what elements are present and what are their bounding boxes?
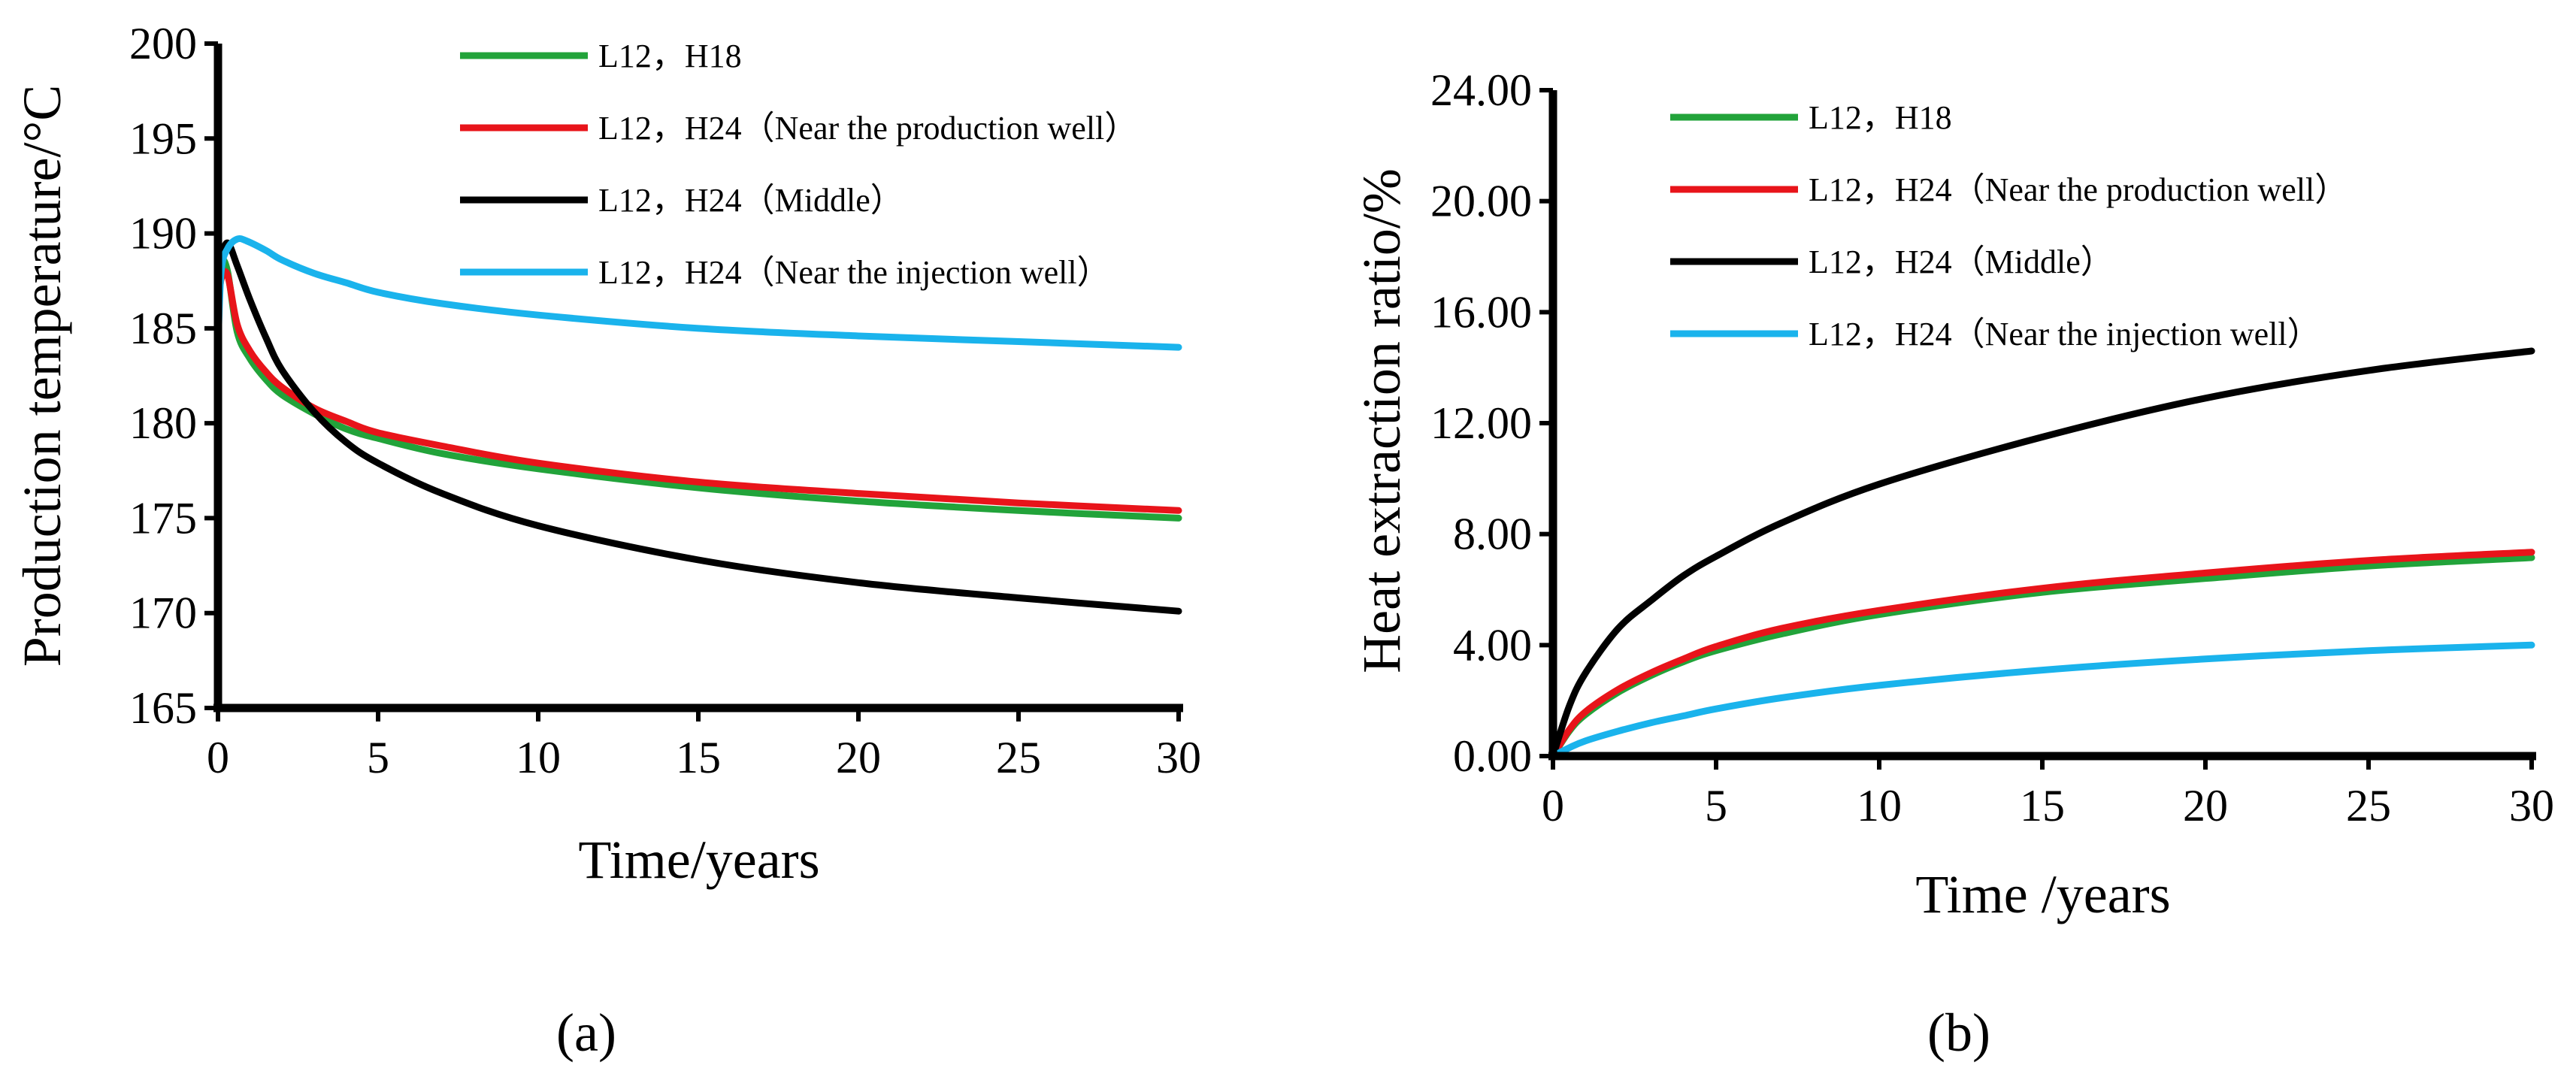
y-tick-label: 4.00 bbox=[1453, 620, 1532, 670]
x-tick-label: 25 bbox=[996, 733, 1041, 782]
legend-a: L12，H18 L12，H24（Near the production well）… bbox=[460, 38, 1137, 291]
series-line-l12-h24-middle bbox=[1549, 347, 2535, 760]
x-tick-label: 0 bbox=[1542, 781, 1564, 830]
x-tick-label: 15 bbox=[2020, 781, 2065, 830]
x-tick-label: 30 bbox=[2509, 781, 2554, 830]
chart-panel-b: 0.00 4.00 8.00 12.00 16.00 20.00 24.00 0 5 10 15 2… bbox=[1352, 65, 2554, 1063]
x-ticks-b: 0 5 10 15 20 25 30 bbox=[1542, 756, 2554, 830]
series-line-l12-h24-near-the-production-well bbox=[1549, 549, 2535, 760]
y-tick-label: 185 bbox=[129, 304, 197, 353]
x-axis-title-a: Time/years bbox=[578, 830, 819, 890]
legend-b: L12，H18 L12，H24（Near the production well）… bbox=[1670, 99, 2347, 352]
legend-label: L12，H24（Near the production well） bbox=[1809, 171, 2347, 208]
y-tick-label: 170 bbox=[129, 588, 197, 638]
x-tick-label: 20 bbox=[2183, 781, 2228, 830]
panel-label-b: (b) bbox=[1927, 1003, 1990, 1063]
legend-label: L12，H24（Near the injection well） bbox=[1809, 316, 2320, 352]
x-ticks-a: 0 5 10 15 20 25 30 bbox=[207, 708, 1201, 782]
legend-label: L12，H18 bbox=[598, 38, 742, 74]
series-line-l12-h24-near-the-injection-well bbox=[214, 234, 1182, 351]
panel-label-a: (a) bbox=[556, 1003, 616, 1063]
y-tick-label: 16.00 bbox=[1430, 287, 1532, 337]
y-ticks-b: 0.00 4.00 8.00 12.00 16.00 20.00 24.00 bbox=[1430, 65, 1553, 781]
legend-label: L12，H24（Middle） bbox=[1809, 244, 2114, 280]
y-ticks-a: 165 170 175 180 185 190 195 200 bbox=[129, 19, 218, 733]
series-line-l12-h24-near-the-injection-well bbox=[1549, 641, 2535, 760]
x-tick-label: 10 bbox=[516, 733, 561, 782]
x-tick-label: 10 bbox=[1857, 781, 1902, 830]
series-line-l12-h24-middle bbox=[214, 239, 1182, 615]
x-tick-label: 5 bbox=[1705, 781, 1727, 830]
y-tick-label: 24.00 bbox=[1430, 65, 1532, 115]
x-tick-label: 20 bbox=[836, 733, 881, 782]
y-tick-label: 165 bbox=[129, 683, 197, 733]
y-tick-label: 190 bbox=[129, 209, 197, 259]
y-tick-label: 20.00 bbox=[1430, 177, 1532, 226]
x-tick-label: 25 bbox=[2346, 781, 2391, 830]
series-line-l12-h24-near-the-production-well bbox=[214, 268, 1182, 514]
y-tick-label: 180 bbox=[129, 398, 197, 448]
x-tick-label: 15 bbox=[676, 733, 721, 782]
x-axis-title-b: Time /years bbox=[1915, 864, 2170, 924]
y-axis-title-a: Production temperature/°C bbox=[12, 85, 72, 667]
x-tick-label: 30 bbox=[1156, 733, 1201, 782]
legend-label: L12，H24（Middle） bbox=[598, 182, 904, 219]
y-tick-label: 175 bbox=[129, 493, 197, 543]
y-tick-label: 200 bbox=[129, 19, 197, 68]
y-tick-label: 8.00 bbox=[1453, 510, 1532, 559]
y-axis-title-b: Heat extraction ratio/% bbox=[1352, 168, 1412, 673]
series-lines-a bbox=[214, 234, 1182, 615]
y-tick-label: 12.00 bbox=[1430, 398, 1532, 448]
y-tick-label: 195 bbox=[129, 113, 197, 163]
chart-panel-a: 165 170 175 180 185 190 195 200 0 5 10 15 20 25 30 Pr… bbox=[12, 19, 1201, 1063]
legend-label: L12，H24（Near the production well） bbox=[598, 110, 1137, 147]
x-tick-label: 0 bbox=[207, 733, 229, 782]
series-lines-b bbox=[1549, 347, 2535, 760]
legend-label: L12，H18 bbox=[1809, 99, 1952, 136]
legend-label: L12，H24（Near the injection well） bbox=[598, 254, 1110, 291]
y-tick-label: 0.00 bbox=[1453, 731, 1532, 781]
x-tick-label: 5 bbox=[367, 733, 389, 782]
